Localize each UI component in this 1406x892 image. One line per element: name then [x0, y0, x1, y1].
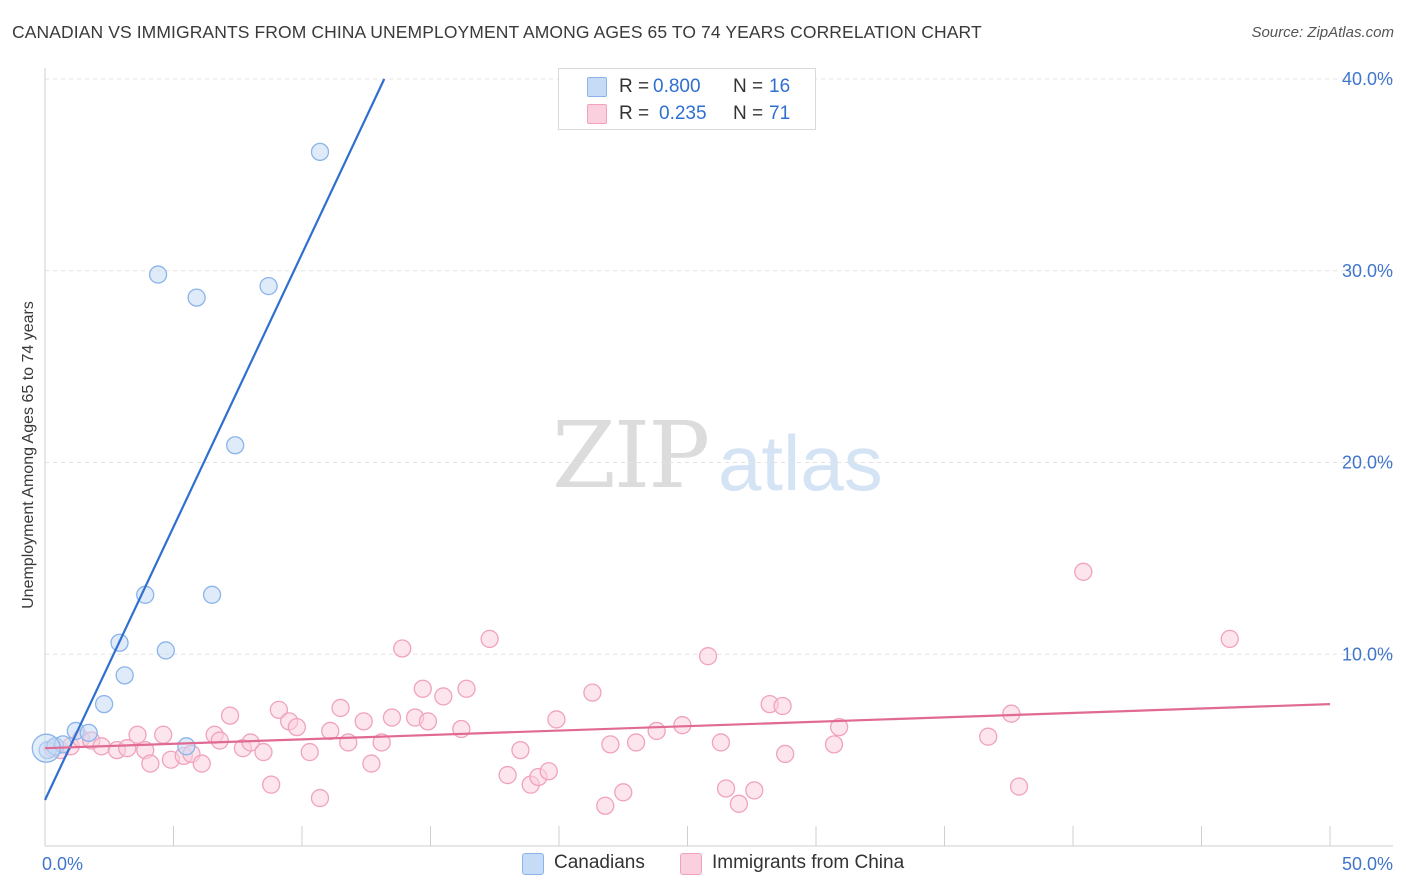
china-point: [614, 783, 633, 802]
china-point: [829, 717, 849, 737]
canadians-point: [177, 737, 196, 756]
canadians-point: [259, 276, 278, 296]
x-tick-label-max: 50.0%: [1342, 854, 1393, 874]
legend-n-label: N =: [733, 76, 764, 97]
china-point: [711, 733, 731, 752]
china-point: [824, 735, 844, 754]
canadians-point: [79, 723, 98, 743]
china-point: [583, 683, 602, 702]
watermark-zip: ZIP: [552, 402, 710, 509]
china-point: [716, 779, 736, 798]
china-point: [362, 754, 381, 773]
china-point: [418, 712, 438, 731]
china-point: [745, 781, 764, 800]
tick-labels: 10.0% 20.0% 30.0% 40.0% 0.0% 50.0%: [42, 69, 1393, 874]
china-point: [1009, 777, 1029, 796]
china-point: [141, 754, 160, 773]
y-tick-label: 40.0%: [1342, 69, 1393, 89]
legend-r-value-canadians: 0.800: [653, 76, 701, 97]
bottom-legend-label-canadians: Canadians: [554, 852, 645, 873]
legend-n-value-canadians: 16: [769, 76, 791, 97]
china-point: [154, 725, 173, 744]
chart-title: CANADIAN VS IMMIGRANTS FROM CHINA UNEMPL…: [12, 22, 982, 42]
china-point: [434, 687, 453, 706]
china-point: [539, 762, 558, 781]
china-point: [601, 735, 620, 754]
y-tick-label: 20.0%: [1342, 453, 1393, 473]
canadians-points: [31, 142, 330, 763]
bottom-legend-label-china: Immigrants from China: [712, 852, 905, 873]
legend-swatch-canadians: [587, 77, 607, 97]
china-point: [729, 794, 749, 813]
canadians-point: [94, 694, 114, 714]
grid-lines: [45, 78, 1393, 655]
china-point: [1220, 629, 1239, 649]
china-point: [393, 639, 412, 658]
china-point: [331, 698, 350, 718]
china-point: [372, 733, 391, 752]
canadians-point: [148, 265, 168, 284]
bottom-legend-swatch-china: [680, 853, 702, 875]
china-point: [698, 647, 718, 666]
china-point: [626, 733, 646, 752]
canadians-point: [115, 666, 134, 685]
bottom-legend-swatch-canadians: [522, 853, 544, 875]
legend-r-value-china: 0.235: [659, 103, 707, 124]
china-point: [321, 721, 340, 741]
canadians-trendline: [44, 78, 386, 801]
china-point: [210, 731, 229, 750]
legend-n-value-china: 71: [769, 103, 791, 124]
legend-r-label: R =: [619, 103, 650, 124]
china-point: [354, 712, 373, 731]
canadians-point: [226, 436, 245, 455]
china-point: [979, 727, 998, 746]
china-point: [776, 744, 795, 764]
y-axis-label: Unemployment Among Ages 65 to 74 years: [20, 301, 37, 609]
china-point: [128, 725, 147, 744]
source-label: Source: ZipAtlas.com: [1251, 24, 1394, 41]
china-point: [773, 696, 792, 716]
china-point: [220, 706, 240, 725]
china-point: [310, 788, 330, 808]
trend-lines: [44, 78, 1331, 801]
china-point: [413, 679, 432, 698]
canadians-point: [187, 288, 206, 307]
china-trendline: [44, 703, 1331, 750]
axes: [44, 68, 1393, 847]
china-point: [1074, 562, 1093, 581]
china-point: [1002, 704, 1021, 723]
y-tick-label: 30.0%: [1342, 261, 1393, 281]
china-point: [596, 796, 615, 815]
canadians-point: [310, 142, 330, 162]
china-point: [287, 717, 307, 737]
china-point: [547, 710, 566, 729]
china-point: [192, 754, 211, 773]
canadians-point: [202, 585, 222, 604]
china-point: [254, 742, 273, 762]
legend-swatch-china: [587, 104, 607, 124]
china-point: [457, 679, 476, 698]
x-tick-label-min: 0.0%: [42, 854, 83, 874]
legend-r-label: R =: [619, 76, 650, 97]
china-point: [382, 708, 402, 727]
correlation-legend: R = 0.800 N = 16 R = 0.235 N = 71: [558, 68, 816, 130]
canadians-point: [156, 641, 175, 660]
china-point: [511, 740, 530, 760]
y-tick-label: 10.0%: [1342, 644, 1393, 664]
china-point: [498, 765, 517, 785]
china-point: [269, 700, 289, 720]
china-points: [43, 562, 1239, 815]
china-point: [300, 742, 319, 762]
legend-n-label: N =: [733, 103, 764, 124]
china-point: [262, 775, 281, 794]
china-point: [118, 739, 137, 758]
china-point: [647, 721, 666, 741]
china-point: [480, 629, 499, 649]
